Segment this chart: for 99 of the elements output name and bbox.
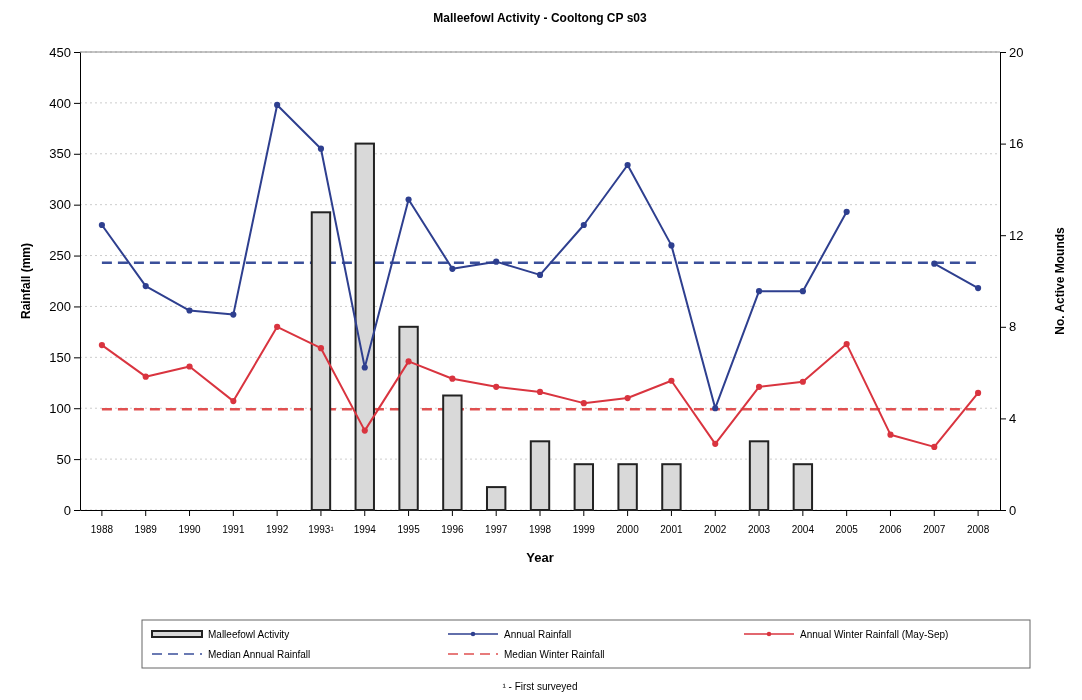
bar	[792, 463, 814, 511]
point	[712, 440, 719, 447]
point	[755, 383, 763, 390]
point	[405, 196, 412, 203]
bar	[617, 463, 638, 511]
y2-tick-label: 4	[1009, 411, 1017, 427]
x-tick-label: 1990	[178, 524, 202, 535]
point	[975, 389, 982, 397]
point	[755, 288, 763, 295]
x-tick-label: 1992	[266, 524, 289, 535]
point	[142, 373, 149, 380]
point	[405, 358, 412, 365]
y-axis-title: Rainfall (mm)	[19, 242, 33, 320]
legend-label: Median Annual Rainfall	[208, 649, 311, 660]
point	[493, 383, 500, 390]
x-tick-label: 1996	[441, 524, 464, 535]
point	[799, 288, 806, 295]
point	[931, 443, 938, 450]
y2-tick-label: 8	[1009, 319, 1017, 335]
x-tick-label: 2001	[660, 524, 683, 535]
y2-tick-label: 12	[1009, 227, 1024, 243]
y2-tick-label: 20	[1009, 44, 1024, 60]
bar	[573, 463, 595, 511]
x-tick-label: 2004	[791, 524, 815, 535]
point	[580, 400, 587, 407]
point	[98, 221, 105, 229]
x-tick-label: 1998	[528, 524, 552, 535]
x-axis-title: Year	[526, 550, 554, 565]
bar	[485, 486, 507, 511]
x-tick-label: 2002	[704, 524, 727, 535]
point	[493, 258, 500, 265]
point	[361, 427, 368, 434]
point	[317, 145, 325, 152]
x-tick-label: 1994	[353, 524, 377, 535]
y-tick-label: 0	[63, 502, 71, 518]
x-tick-label: 2007	[923, 524, 946, 535]
y2-axis-title: No. Active Mounds	[1053, 226, 1067, 335]
x-tick-label: 1995	[397, 524, 421, 535]
y2-tick-label: 0	[1009, 502, 1017, 518]
point	[843, 341, 850, 348]
point	[624, 161, 631, 169]
legend-label: Annual Rainfall	[504, 629, 572, 640]
point	[186, 307, 193, 314]
legend-label: Median Winter Rainfall	[504, 649, 605, 660]
bar	[442, 394, 463, 511]
bar	[310, 211, 332, 511]
x-tick-label: 2000	[616, 524, 640, 535]
point	[142, 283, 149, 290]
bar	[354, 142, 375, 511]
point	[230, 398, 237, 405]
legend-label: Annual Winter Rainfall (May-Sep)	[800, 629, 949, 640]
y-tick-label: 450	[49, 44, 71, 60]
point	[274, 323, 281, 330]
point	[361, 364, 368, 371]
y-tick-label: 50	[56, 451, 71, 467]
x-tick-label: 1991	[222, 524, 245, 535]
point	[887, 431, 894, 438]
x-tick-label: 1989	[134, 524, 158, 535]
point	[186, 363, 193, 370]
x-tick-label: 2006	[879, 524, 903, 535]
point	[449, 375, 456, 382]
x-tick-label: 2003	[747, 524, 771, 535]
point	[799, 378, 806, 385]
point	[98, 342, 105, 349]
y-tick-label: 350	[49, 146, 71, 162]
x-tick-label: 2005	[835, 524, 859, 535]
x-tick-label: 1993¹	[308, 524, 335, 535]
point	[712, 405, 719, 412]
y-tick-label: 400	[49, 95, 71, 111]
point	[975, 285, 982, 292]
point	[317, 345, 325, 352]
x-tick-label: 1988	[90, 524, 114, 535]
point	[449, 265, 456, 272]
point	[624, 394, 631, 402]
point	[230, 311, 237, 318]
bar	[661, 463, 682, 511]
y-tick-label: 150	[49, 349, 71, 365]
x-tick-label: 1999	[572, 524, 596, 535]
point	[580, 221, 587, 229]
chart-title: Malleefowl Activity - Cooltong CP s03	[433, 11, 648, 25]
bar	[398, 325, 419, 511]
point	[668, 242, 675, 249]
point	[536, 388, 544, 396]
point	[274, 101, 281, 109]
point	[536, 271, 544, 278]
point	[843, 208, 850, 215]
y-tick-label: 250	[49, 248, 71, 264]
legend-label: Malleefowl Activity	[208, 629, 290, 640]
text: ¹ - First surveyed	[502, 681, 578, 692]
x-tick-label: 2008	[966, 524, 990, 535]
point	[931, 260, 938, 267]
y2-tick-label: 16	[1009, 136, 1024, 152]
y-tick-label: 200	[49, 299, 71, 315]
y-tick-label: 300	[49, 197, 71, 213]
y-tick-label: 100	[49, 400, 71, 416]
x-tick-label: 1997	[485, 524, 508, 535]
bar	[529, 440, 551, 511]
bar	[748, 440, 770, 511]
point	[668, 377, 675, 384]
